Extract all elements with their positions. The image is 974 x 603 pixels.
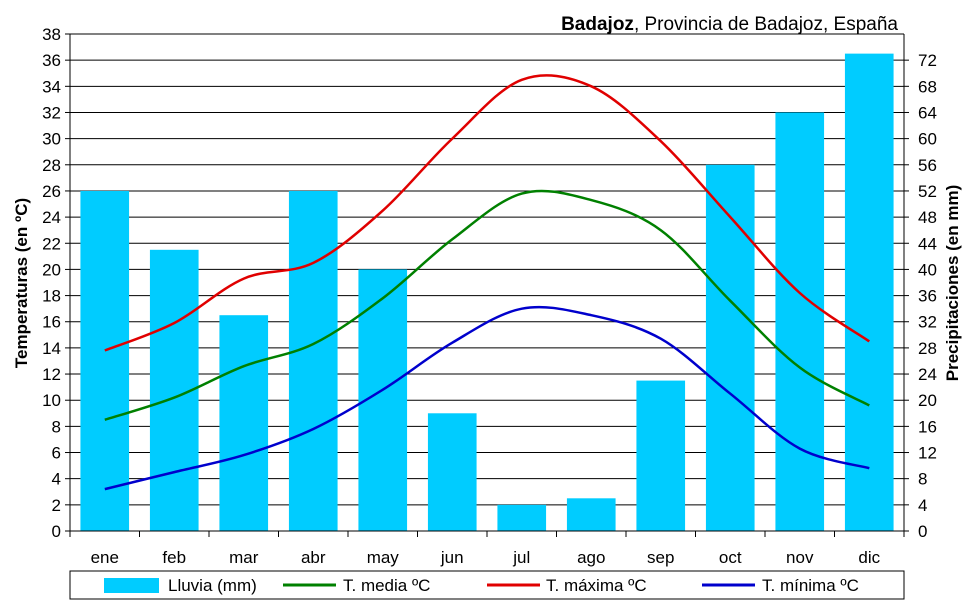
y-tick-label-left: 38 — [42, 25, 61, 44]
chart-title-city: Badajoz — [561, 14, 634, 35]
y-tick-label-right: 20 — [918, 391, 937, 410]
category-label: dic — [858, 548, 880, 567]
bar-dic — [844, 53, 894, 532]
category-label: nov — [786, 548, 814, 567]
y-tick-label-left: 30 — [42, 130, 61, 149]
bars — [80, 53, 894, 532]
bar-ago — [566, 498, 616, 531]
y-axis-left-label: Temperaturas (en ºC) — [12, 198, 31, 368]
y-tick-label-right: 8 — [918, 470, 927, 489]
y-tick-label-left: 6 — [52, 444, 61, 463]
y-tick-label-left: 28 — [42, 156, 61, 175]
y-tick-label-right: 72 — [918, 51, 937, 70]
legend-label-maxima: T. máxima ºC — [546, 576, 647, 595]
bar-jun — [427, 413, 477, 531]
y-axis-right-label: Precipitaciones (en mm) — [943, 185, 962, 382]
plot-area — [70, 34, 904, 531]
y-tick-label-right: 12 — [918, 444, 937, 463]
chart-title: Badajoz, Provincia de Badajoz, España — [561, 14, 898, 35]
y-tick-label-left: 24 — [42, 208, 61, 227]
y-tick-label-right: 0 — [918, 522, 927, 541]
category-label: ago — [577, 548, 605, 567]
category-label: sep — [647, 548, 674, 567]
y-tick-label-right: 68 — [918, 77, 937, 96]
legend-label-rain: Lluvia (mm) — [168, 576, 257, 595]
y-tick-label-right: 28 — [918, 339, 937, 358]
category-label: jun — [440, 548, 464, 567]
bar-ene — [80, 190, 130, 531]
axes — [65, 33, 909, 537]
legend-swatch-rain — [104, 578, 159, 593]
y-tick-label-right: 40 — [918, 260, 937, 279]
bar-jul — [497, 504, 547, 531]
bar-oct — [705, 164, 755, 531]
y-tick-label-left: 2 — [52, 496, 61, 515]
category-label: ene — [91, 548, 119, 567]
category-label: may — [367, 548, 400, 567]
series-line-2 — [104, 305, 870, 491]
y-tick-label-right: 16 — [918, 417, 937, 436]
y-tick-label-right: 48 — [918, 208, 937, 227]
y-tick-label-left: 18 — [42, 287, 61, 306]
category-label: feb — [162, 548, 186, 567]
y-tick-label-left: 20 — [42, 260, 61, 279]
legend-label-minima: T. mínima ºC — [762, 576, 859, 595]
series-line-0 — [104, 189, 870, 421]
bar-nov — [775, 112, 825, 531]
y-tick-label-left: 10 — [42, 391, 61, 410]
series-line-1 — [104, 74, 871, 352]
y-tick-label-left: 8 — [52, 417, 61, 436]
y-tick-label-left: 36 — [42, 51, 61, 70]
bar-abr — [288, 190, 338, 531]
y-tick-label-right: 36 — [918, 287, 937, 306]
bar-mar — [219, 315, 269, 531]
category-label: abr — [301, 548, 326, 567]
y-tick-label-right: 44 — [918, 234, 937, 253]
y-tick-label-left: 14 — [42, 339, 61, 358]
category-labels: ene feb mar abr may jun jul ago sep oct nov dic — [91, 548, 881, 567]
y-tick-label-left: 32 — [42, 103, 61, 122]
y-tick-label-left: 34 — [42, 77, 61, 96]
y-tick-label-left: 12 — [42, 365, 61, 384]
category-label: jul — [512, 548, 530, 567]
category-label: mar — [229, 548, 259, 567]
y-tick-label-left: 22 — [42, 234, 61, 253]
y-tick-label-right: 4 — [918, 496, 927, 515]
y-tick-label-right: 24 — [918, 365, 937, 384]
category-label: oct — [719, 548, 742, 567]
y-tick-label-left: 0 — [52, 522, 61, 541]
chart-title-region: , Provincia de Badajoz, España — [634, 14, 898, 35]
y-tick-label-left: 16 — [42, 313, 61, 332]
y-tick-label-right: 56 — [918, 156, 937, 175]
lines — [104, 74, 871, 491]
y-tick-label-left: 4 — [52, 470, 61, 489]
y-tick-label-right: 52 — [918, 182, 937, 201]
y-tick-label-left: 26 — [42, 182, 61, 201]
legend: Lluvia (mm) T. media ºC T. máxima ºC T. … — [69, 570, 905, 600]
y-tick-label-right: 60 — [918, 130, 937, 149]
grid — [70, 33, 904, 531]
y-tick-label-right: 64 — [918, 103, 937, 122]
y-tick-label-right: 32 — [918, 313, 937, 332]
bar-sep — [636, 380, 686, 531]
legend-label-media: T. media ºC — [343, 576, 430, 595]
